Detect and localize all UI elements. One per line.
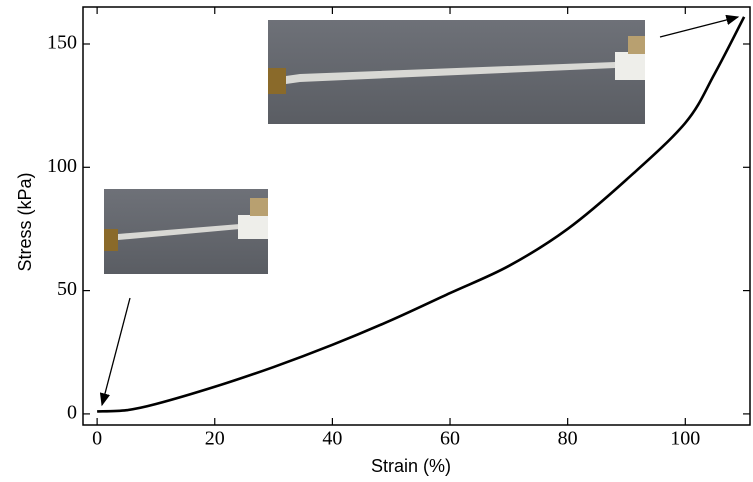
curve [97,16,746,413]
y-axis-label: Stress (kPa) [15,172,35,271]
x-tick-label: 20 [205,428,225,450]
inset-photo-large [268,20,645,124]
arrow [659,14,740,38]
x-tick-label: 40 [322,428,342,450]
y-tick-label: 0 [67,401,77,423]
x-axis-label: Strain (%) [371,456,451,476]
plot-frame [82,6,751,426]
inset-photo-small [104,189,268,274]
arrow [99,297,131,407]
x-tick-label: 80 [558,428,578,450]
x-tick-label: 100 [670,428,700,450]
y-tick-label: 150 [47,32,77,54]
x-tick-label: 0 [92,428,102,450]
y-tick-label: 50 [57,278,77,300]
y-tick-label: 100 [47,155,77,177]
x-tick-label: 60 [440,428,460,450]
